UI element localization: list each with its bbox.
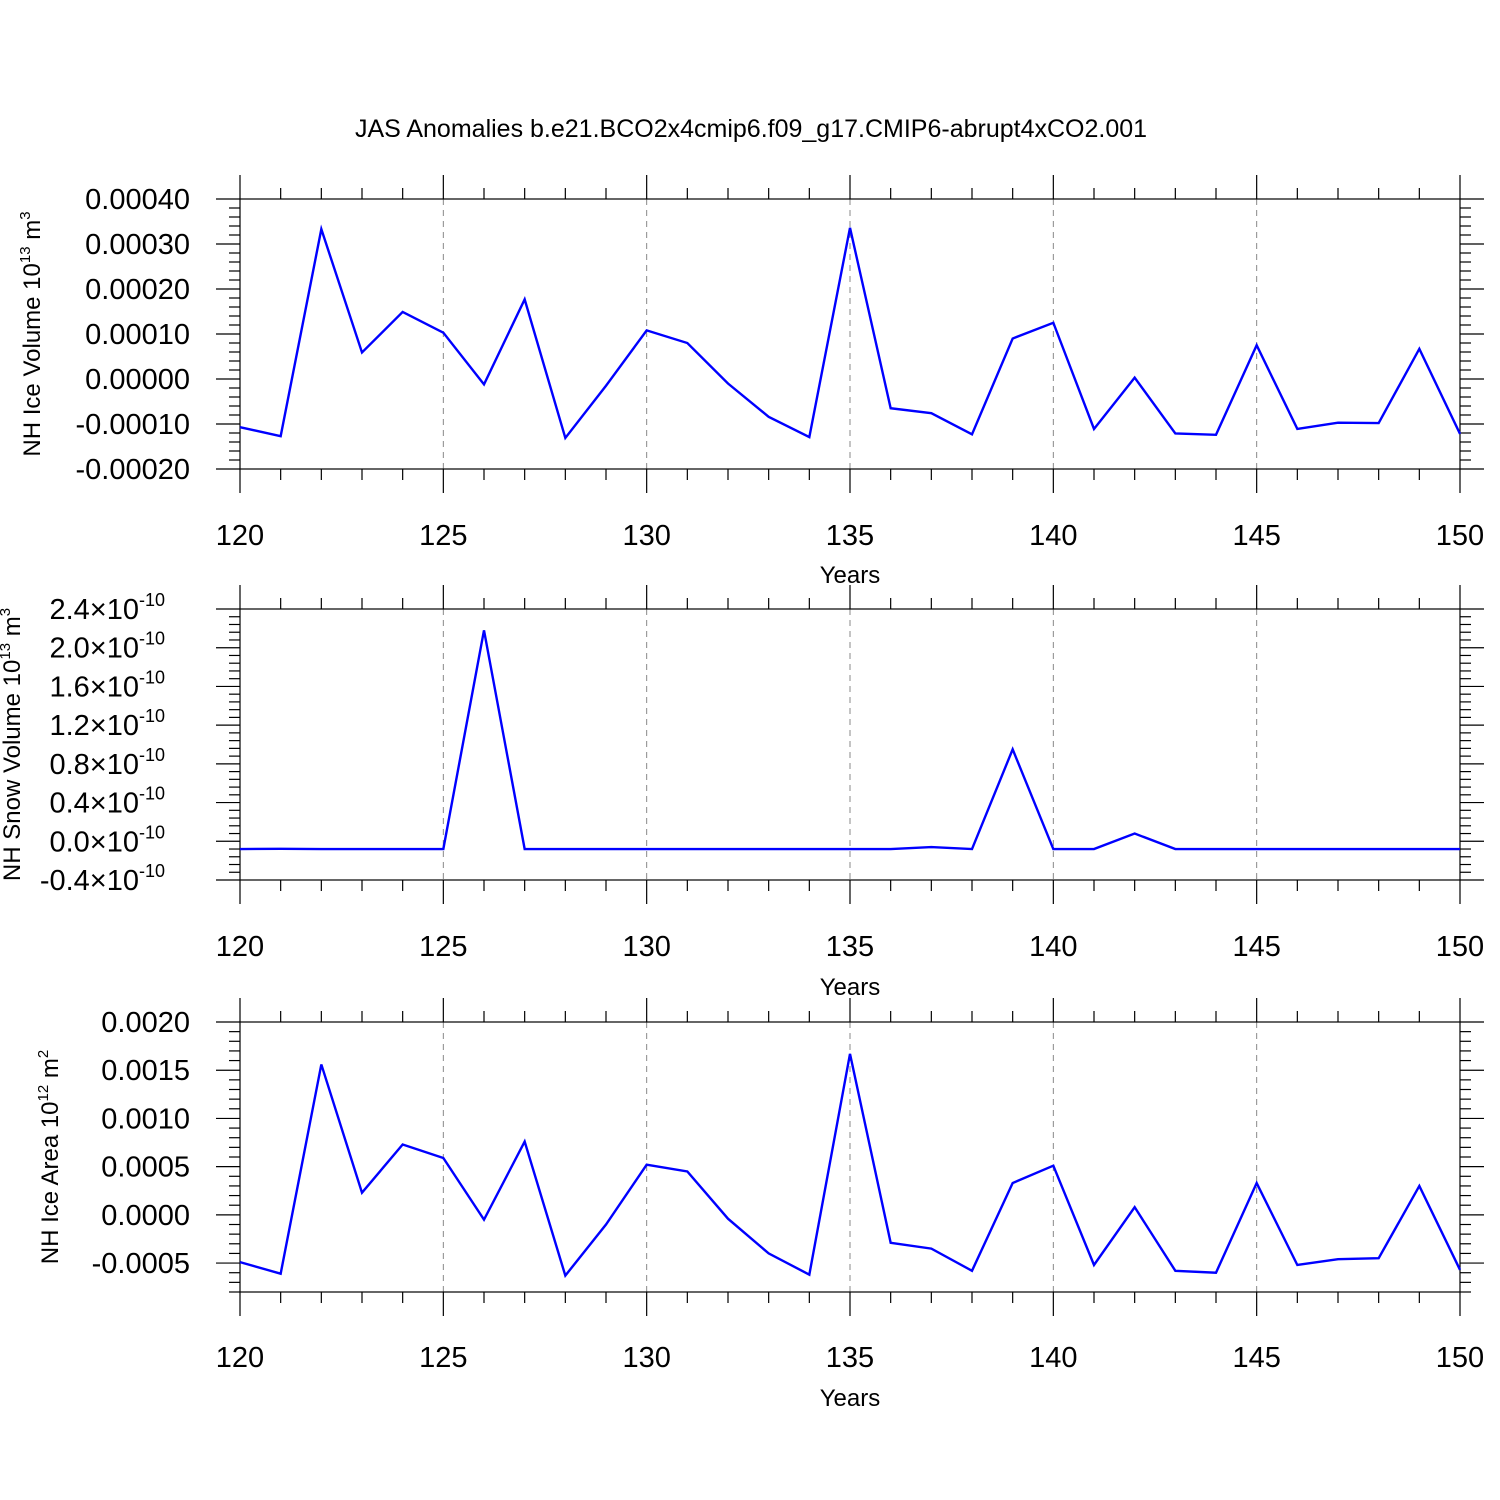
y-tick-label: 2.0×10-10 (49, 629, 165, 665)
y-axis-title: NH Snow Volume 1013 m3 (0, 608, 26, 881)
y-tick-label: 2.4×10-10 (49, 590, 165, 626)
x-tick-label: 135 (826, 931, 874, 963)
x-tick-label: 120 (216, 520, 264, 552)
x-tick-label: 125 (419, 520, 467, 552)
chart-panels: -0.00020 -0.00010 0.00000 0.00010 0.00020 0.0… (0, 175, 1484, 1412)
x-tick-label: 120 (216, 1342, 264, 1374)
y-tick-label: 0.00000 (85, 364, 190, 396)
y-tick-label: 0.0020 (101, 1007, 190, 1039)
y-tick-label: -0.00010 (76, 409, 191, 441)
y-tick-label: 0.0010 (101, 1103, 190, 1135)
x-tick-label: 130 (622, 1342, 670, 1374)
y-axis-title: NH Ice Volume 1013 m3 (17, 211, 46, 456)
x-axis-title: Years (820, 1385, 881, 1412)
figure-title: JAS Anomalies b.e21.BCO2x4cmip6.f09_g17.… (355, 115, 1147, 143)
x-tick-label: 130 (622, 931, 670, 963)
y-tick-label: 0.0005 (101, 1152, 190, 1184)
chart-panel-1: -0.00020 -0.00010 0.00000 0.00010 0.00020 0.0… (17, 175, 1484, 589)
x-tick-label: 140 (1029, 1342, 1077, 1374)
y-tick-label: 0.0015 (101, 1055, 190, 1087)
chart-panel-2: -0.4×10-100.0×10-100.4×10-100.8×10-101.2… (0, 585, 1484, 1001)
y-tick-label: -0.00020 (76, 454, 191, 486)
x-tick-label: 135 (826, 520, 874, 552)
x-axis-title: Years (820, 974, 881, 1001)
y-tick-label: -0.4×10-10 (40, 861, 165, 897)
x-tick-label: 145 (1232, 520, 1280, 552)
y-tick-label: 1.2×10-10 (49, 706, 165, 742)
x-tick-label: 125 (419, 1342, 467, 1374)
y-tick-label: 0.4×10-10 (49, 784, 165, 820)
y-tick-label: 1.6×10-10 (49, 667, 165, 703)
x-tick-label: 130 (622, 520, 670, 552)
x-tick-label: 145 (1232, 1342, 1280, 1374)
y-tick-label: 0.00020 (85, 274, 190, 306)
y-axis-title: NH Ice Area 1012 m2 (35, 1050, 64, 1264)
y-tick-label: 0.0000 (101, 1200, 190, 1232)
y-tick-label: 0.8×10-10 (49, 745, 165, 781)
x-tick-label: 150 (1436, 931, 1484, 963)
x-axis-title: Years (820, 562, 881, 589)
x-tick-label: 140 (1029, 931, 1077, 963)
y-tick-label: 0.00030 (85, 229, 190, 261)
x-tick-label: 125 (419, 931, 467, 963)
chart-panel-3: -0.0005 0.0000 0.0005 0.0010 0.0015 0.0020 120… (35, 998, 1484, 1412)
x-tick-label: 135 (826, 1342, 874, 1374)
y-tick-label: 0.00040 (85, 184, 190, 216)
x-tick-label: 120 (216, 931, 264, 963)
x-tick-label: 150 (1436, 520, 1484, 552)
y-tick-label: 0.0×10-10 (49, 822, 165, 858)
y-tick-label: -0.0005 (92, 1248, 190, 1280)
x-tick-label: 150 (1436, 1342, 1484, 1374)
x-tick-label: 140 (1029, 520, 1077, 552)
y-tick-label: 0.00010 (85, 319, 190, 351)
x-tick-label: 145 (1232, 931, 1280, 963)
